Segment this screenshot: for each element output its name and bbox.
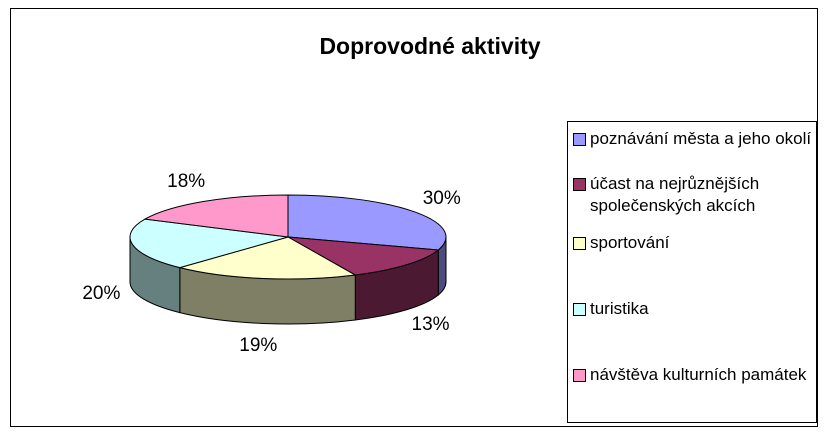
- pie-slice: [287, 194, 447, 251]
- pie-slice: [129, 218, 289, 269]
- pie-slice: [143, 194, 289, 238]
- pie-slice: [287, 236, 440, 276]
- data-label: 19%: [239, 335, 277, 356]
- legend-swatch: [573, 178, 586, 191]
- pie-slice: [177, 236, 357, 280]
- legend: poznávání města a jeho okolí účast na nej…: [567, 121, 817, 423]
- data-label: 18%: [167, 171, 205, 192]
- legend-label: turistika: [590, 299, 649, 318]
- legend-swatch: [573, 133, 586, 146]
- data-label: 20%: [82, 283, 120, 304]
- legend-swatch: [573, 237, 586, 250]
- legend-swatch: [573, 369, 586, 382]
- legend-entry: sportování: [573, 232, 813, 254]
- legend-entry: návštěva kulturních památek: [573, 364, 813, 386]
- legend-label: poznávání města a jeho okolí: [590, 129, 812, 148]
- legend-label: návštěva kulturních památek: [590, 365, 807, 384]
- legend-label: účast na nejrůznějších společenských akc…: [590, 174, 760, 215]
- legend-entry: poznávání města a jeho okolí: [573, 128, 813, 150]
- legend-label: sportování: [590, 233, 670, 252]
- data-label: 30%: [423, 188, 461, 209]
- legend-swatch: [573, 303, 586, 316]
- chart-title: Doprovodné aktivity: [319, 33, 540, 59]
- legend-entry: účast na nejrůznějších společenských akc…: [573, 173, 813, 217]
- legend-entry: turistika: [573, 298, 813, 320]
- data-label: 13%: [412, 314, 450, 335]
